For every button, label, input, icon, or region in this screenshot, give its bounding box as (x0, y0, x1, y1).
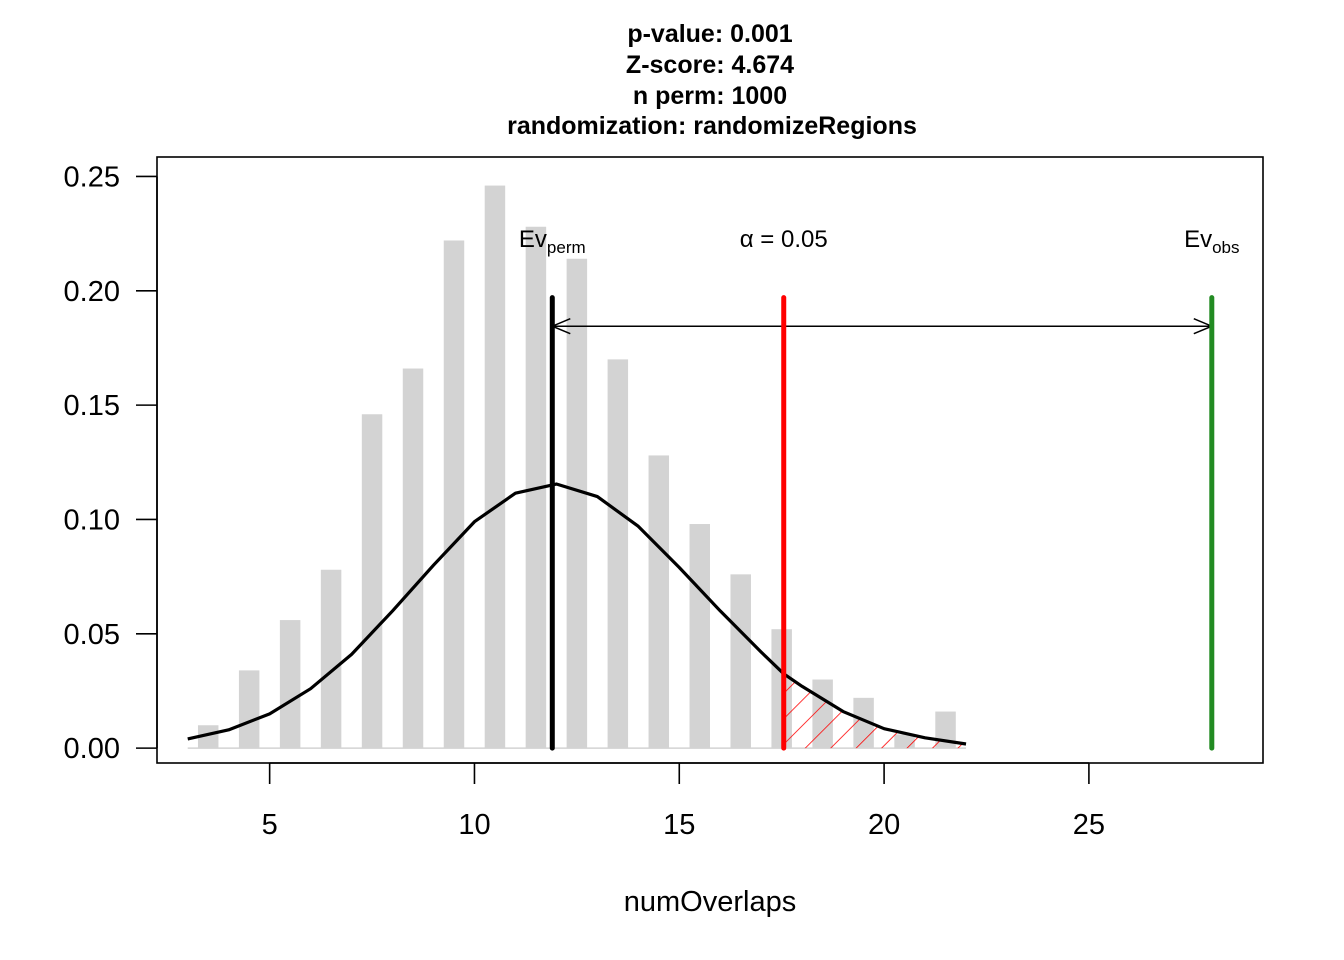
y-tick-label-5: 0.25 (64, 161, 120, 193)
histogram-bar-10 (607, 359, 629, 749)
histogram-bar-6 (443, 240, 465, 749)
x-tick-label-1: 10 (458, 809, 490, 841)
y-tick-label-2: 0.10 (64, 504, 120, 536)
vline-label-Ev_obs: Evobs (1184, 226, 1239, 257)
title-line-zscore: Z-score: 4.674 (626, 51, 794, 79)
histogram-bar-5 (402, 368, 424, 749)
y-tick-label-3: 0.15 (64, 390, 120, 422)
histogram-bar-2 (279, 620, 301, 749)
chart-title: p-value: 0.001 Z-score: 4.674 n perm: 10… (507, 20, 917, 140)
x-tick-label-0: 5 (262, 809, 278, 841)
y-tick-label-1: 0.05 (64, 619, 120, 651)
normal-curve (187, 482, 967, 746)
histogram-bar-3 (320, 569, 342, 749)
histogram-bar-0 (197, 725, 219, 749)
vline-label-Ev_perm: Evperm (519, 226, 586, 257)
x-tick-label-4: 25 (1073, 809, 1105, 841)
histogram-bar-4 (361, 414, 383, 749)
tail-shading (783, 673, 967, 749)
histogram-bar-7 (484, 185, 506, 749)
plot-area: Evperm α = 0.05 Evobs (187, 185, 1240, 751)
x-axis-label: numOverlaps (624, 886, 796, 918)
histogram-bar-1 (238, 670, 260, 749)
vline-label-alpha: α = 0.05 (740, 226, 828, 253)
histogram-bar-9 (566, 258, 588, 749)
title-line-randomization: randomization: randomizeRegions (507, 112, 917, 140)
title-line-nperm: n perm: 1000 (633, 82, 787, 110)
y-tick-label-0: 0.00 (64, 733, 120, 765)
x-tick-label-2: 15 (663, 809, 695, 841)
axes: 5 10 15 20 25 0.00 0.05 0.10 0.15 0.20 0.25 (64, 161, 1105, 841)
histogram-bar-11 (648, 455, 670, 749)
y-tick-label-4: 0.20 (64, 276, 120, 308)
x-tick-label-3: 20 (868, 809, 900, 841)
title-line-pvalue: p-value: 0.001 (627, 20, 792, 48)
histogram-bar-12 (689, 524, 710, 749)
histogram-bar-13 (730, 574, 751, 749)
